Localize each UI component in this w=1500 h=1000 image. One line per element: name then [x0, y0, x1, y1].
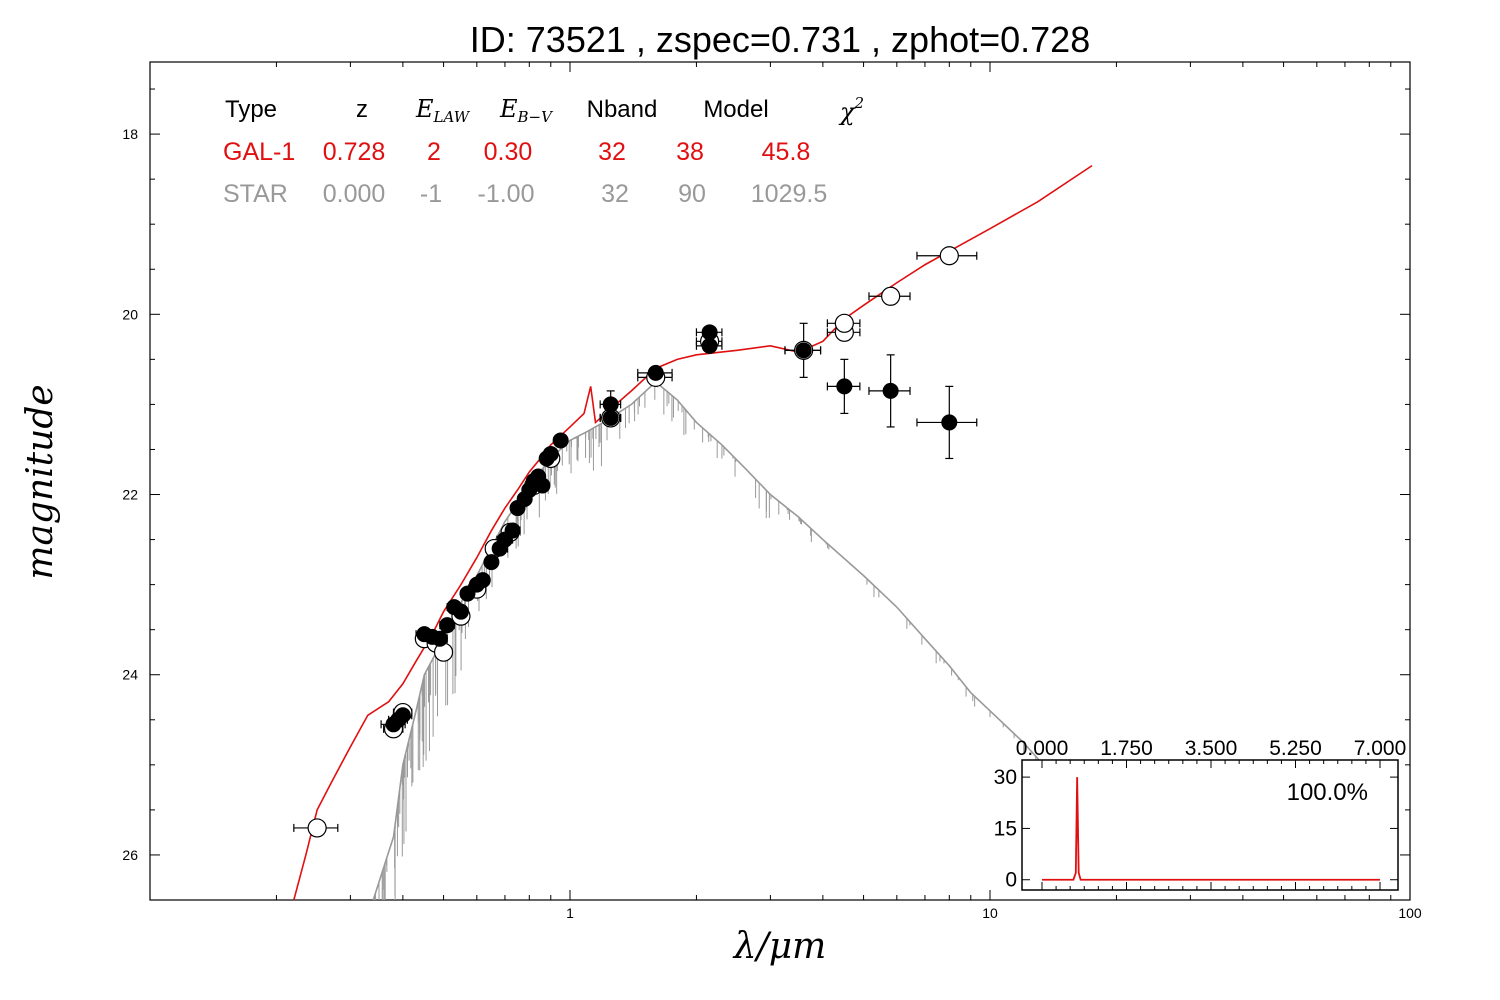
table-header-ebv: EB−V: [499, 95, 554, 126]
y-axis-label: magnitude: [20, 384, 61, 579]
chart-title: ID: 73521 , zspec=0.731 , zphot=0.728: [470, 19, 1090, 60]
galaxy-model-series: [293, 164, 1093, 900]
star-model-series: [372, 380, 1077, 900]
inset-x-tick-label: 1.750: [1100, 737, 1153, 760]
model-magnitude-point: [834, 313, 854, 333]
inset-annotation: 100.0%: [1287, 779, 1368, 806]
inset-y-tick-label: 0: [1005, 869, 1017, 892]
table-header-elaw: ELAW: [415, 95, 471, 126]
observed-point: [504, 522, 521, 539]
y-tick-label: 20: [122, 306, 138, 322]
observed-point: [552, 432, 569, 449]
observed-point: [542, 445, 559, 462]
observed-point: [701, 324, 718, 341]
x-tick-label: 1: [566, 905, 574, 921]
inset-x-tick-label: 3.500: [1185, 737, 1238, 760]
galaxy-law: 2: [427, 138, 441, 166]
star-law: -1: [420, 180, 442, 208]
y-tick-label: 22: [122, 487, 138, 503]
observed-point: [452, 603, 469, 620]
table-header-nband: Nband: [587, 96, 658, 123]
inset-x-tick-label: 0.000: [1016, 737, 1069, 760]
galaxy-ebv: 0.30: [484, 138, 533, 166]
inset-content: 0.000 1.750 3.500 5.250 7.000 0 15 30: [994, 737, 1407, 892]
galaxy-model-curve: [293, 164, 1093, 900]
observed-point: [701, 337, 718, 354]
star-model-curve: [372, 380, 1077, 900]
inset-y-tick-label: 15: [994, 817, 1017, 840]
observed-point: [602, 396, 619, 413]
model-magnitude-point: [881, 286, 901, 306]
observed-point: [941, 414, 958, 431]
table-header-z: z: [356, 96, 368, 123]
galaxy-nband: 32: [598, 138, 626, 166]
galaxy-z: 0.728: [323, 138, 386, 166]
star-z: 0.000: [323, 180, 386, 208]
y-tick-label: 18: [122, 126, 138, 142]
table-header-model: Model: [703, 96, 768, 123]
inset-x-tick-label: 7.000: [1354, 737, 1407, 760]
x-tick-label: 10: [982, 905, 998, 921]
observed-point: [647, 364, 664, 381]
galaxy-model: 38: [676, 138, 704, 166]
x-tick-label: 100: [1398, 905, 1422, 921]
observed-point: [394, 707, 411, 724]
observed-point: [439, 617, 456, 634]
observed-point: [431, 630, 448, 647]
model-magnitude-point: [939, 246, 959, 266]
x-axis-label: λ/μm: [732, 926, 826, 967]
observed-point: [602, 409, 619, 426]
table-header-type: Type: [225, 96, 277, 123]
star-type: STAR: [223, 180, 288, 208]
pdz-inset: 0.000 1.750 3.500 5.250 7.000 0 15 30 100.0%: [994, 737, 1407, 892]
y-tick-label: 26: [122, 847, 138, 863]
model-magnitude-point: [307, 818, 327, 838]
observed-point: [795, 342, 812, 359]
table-row-galaxy: GAL-1 0.728 2 0.30 32 38 45.8: [223, 138, 810, 166]
observed-point: [483, 554, 500, 571]
photometry-points: [293, 246, 978, 838]
star-chi2: 1029.5: [751, 180, 827, 208]
galaxy-type: GAL-1: [223, 138, 295, 166]
fit-table: Type z ELAW EB−V Nband Model χ2 GAL-1 0.…: [223, 94, 864, 208]
observed-point: [836, 378, 853, 395]
observed-point: [882, 382, 899, 399]
star-model: 90: [678, 180, 706, 208]
star-ebv: -1.00: [478, 180, 535, 208]
observed-point: [474, 572, 491, 589]
galaxy-chi2: 45.8: [762, 138, 811, 166]
pdz-curve: [1042, 777, 1380, 881]
observed-point: [534, 477, 551, 494]
table-header-chi2: χ2: [838, 94, 864, 126]
star-nband: 32: [601, 180, 629, 208]
y-tick-label: 24: [122, 667, 138, 683]
inset-x-tick-label: 5.250: [1269, 737, 1322, 760]
table-row-star: STAR 0.000 -1 -1.00 32 90 1029.5: [223, 180, 827, 208]
inset-frame: [1021, 759, 1399, 891]
plot-frame: [149, 61, 1411, 901]
inset-y-tick-label: 30: [994, 766, 1017, 789]
